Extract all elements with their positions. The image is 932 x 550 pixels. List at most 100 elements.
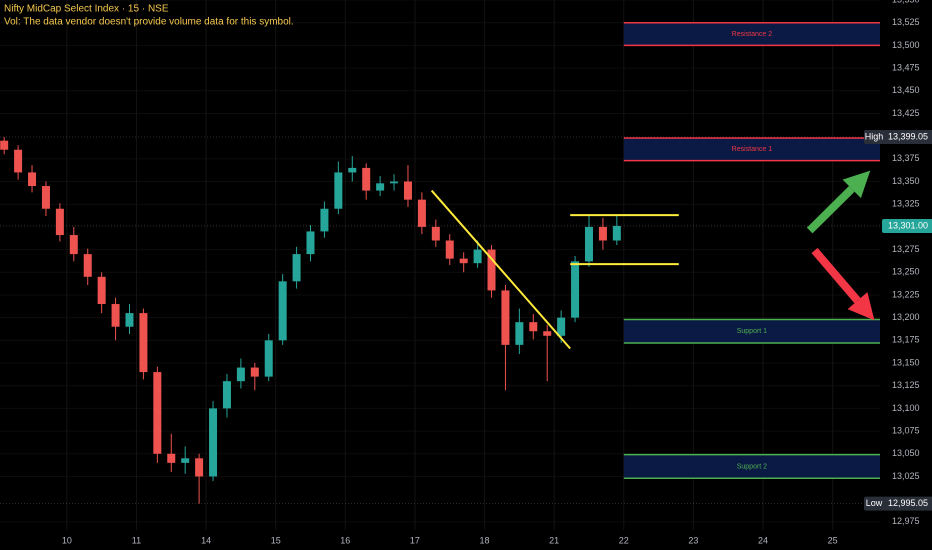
time-axis-panel — [0, 530, 932, 550]
candle-body — [97, 276, 106, 305]
price-tag-label: 12,995.05 — [888, 498, 928, 508]
candle-body — [209, 408, 218, 477]
candle-body — [362, 167, 371, 191]
candle-body — [584, 226, 593, 262]
candle-body — [543, 331, 552, 336]
y-tick-label: 13,225 — [892, 289, 920, 299]
drawings — [430, 170, 875, 350]
candle-body — [292, 254, 301, 282]
candle-body — [390, 181, 399, 184]
candle-body — [445, 240, 454, 259]
x-tick-label: 17 — [410, 535, 420, 545]
candle-body — [348, 167, 357, 173]
candle-body — [139, 313, 148, 373]
y-tick-label: 13,025 — [892, 471, 920, 481]
x-tick-label: 14 — [201, 535, 211, 545]
candle-body — [459, 258, 468, 264]
y-tick-label: 13,175 — [892, 335, 920, 345]
candle-body — [28, 172, 37, 187]
x-tick-label: 25 — [828, 535, 838, 545]
y-tick-label: 13,375 — [892, 153, 920, 163]
zone — [623, 454, 880, 479]
candle-body — [14, 149, 23, 173]
zone-label: Support 2 — [737, 463, 767, 470]
x-tick-label: 24 — [758, 535, 768, 545]
x-tick-label: 10 — [62, 535, 72, 545]
price-tag-name: Low — [866, 498, 883, 508]
y-tick-label: 13,125 — [892, 380, 920, 390]
arrow-shaft — [806, 186, 855, 234]
candle-body — [473, 249, 482, 264]
candle-body — [501, 290, 510, 345]
candle-body — [222, 381, 231, 409]
candle-body — [167, 453, 176, 463]
candle-body — [571, 261, 580, 318]
y-tick-label: 13,550 — [892, 0, 920, 4]
y-tick-label: 13,075 — [892, 425, 920, 435]
y-tick-label: 13,500 — [892, 40, 920, 50]
candle-body — [125, 313, 134, 327]
y-tick-label: 13,275 — [892, 244, 920, 254]
price-tag — [882, 496, 932, 511]
candles — [0, 137, 621, 504]
price-tag-name: High — [865, 131, 884, 141]
price-tag-name-box — [864, 129, 884, 144]
chart-title: Nifty MidCap Select Index · 15 · NSE — [4, 4, 169, 15]
candle-body — [598, 226, 607, 241]
trendline — [430, 189, 571, 350]
y-tick-label: 12,975 — [892, 516, 920, 526]
arrow-head — [847, 292, 875, 321]
price-tag — [882, 218, 932, 233]
y-tick-label: 13,200 — [892, 312, 920, 322]
candle-body — [278, 281, 287, 341]
y-tick-label: 13,100 — [892, 403, 920, 413]
candle-body — [195, 458, 204, 477]
candle-body — [529, 322, 538, 332]
y-tick-label: 13,475 — [892, 62, 920, 72]
candle-body — [153, 372, 162, 454]
candle-body — [306, 231, 315, 255]
x-tick-label: 18 — [480, 535, 490, 545]
candle-body — [417, 199, 426, 227]
zone-label: Resistance 2 — [732, 31, 773, 38]
y-tick-label: 13,425 — [892, 108, 920, 118]
y-tick-label: 13,050 — [892, 448, 920, 458]
zones: Resistance 2 Resistance 1 Support 1 Support… — [623, 21, 880, 480]
candle-body — [236, 367, 245, 382]
price-axis-panel — [880, 0, 932, 550]
zone — [623, 319, 880, 344]
candle-body — [376, 183, 385, 191]
candle-body — [515, 322, 524, 345]
candle-body — [431, 226, 440, 241]
price-tag — [882, 129, 932, 144]
candle-body — [487, 249, 496, 291]
candle-body — [334, 172, 343, 209]
zone — [623, 137, 880, 161]
candle-body — [612, 225, 621, 241]
candle-body — [181, 458, 190, 463]
candle-body — [0, 140, 9, 150]
x-tick-label: 23 — [688, 535, 698, 545]
x-tick-label: 21 — [549, 535, 559, 545]
candle-body — [69, 235, 78, 255]
candle-body — [320, 208, 329, 232]
y-tick-label: 13,525 — [892, 17, 920, 27]
candle-body — [250, 367, 259, 377]
zone — [623, 22, 880, 46]
zone-label: Support 1 — [737, 328, 767, 335]
y-tick-label: 13,350 — [892, 176, 920, 186]
price-tag-label: 13,301.00 — [888, 220, 928, 230]
x-tick-label: 16 — [340, 535, 350, 545]
candle-body — [111, 304, 120, 327]
y-tick-label: 13,325 — [892, 199, 920, 209]
y-tick-label: 13,150 — [892, 357, 920, 367]
candle-body — [264, 340, 273, 377]
x-tick-label: 15 — [271, 535, 281, 545]
x-tick-label: 22 — [619, 535, 629, 545]
price-tag-name-box — [864, 496, 884, 511]
candle-body — [403, 181, 412, 200]
zone-label: Resistance 1 — [732, 146, 773, 153]
